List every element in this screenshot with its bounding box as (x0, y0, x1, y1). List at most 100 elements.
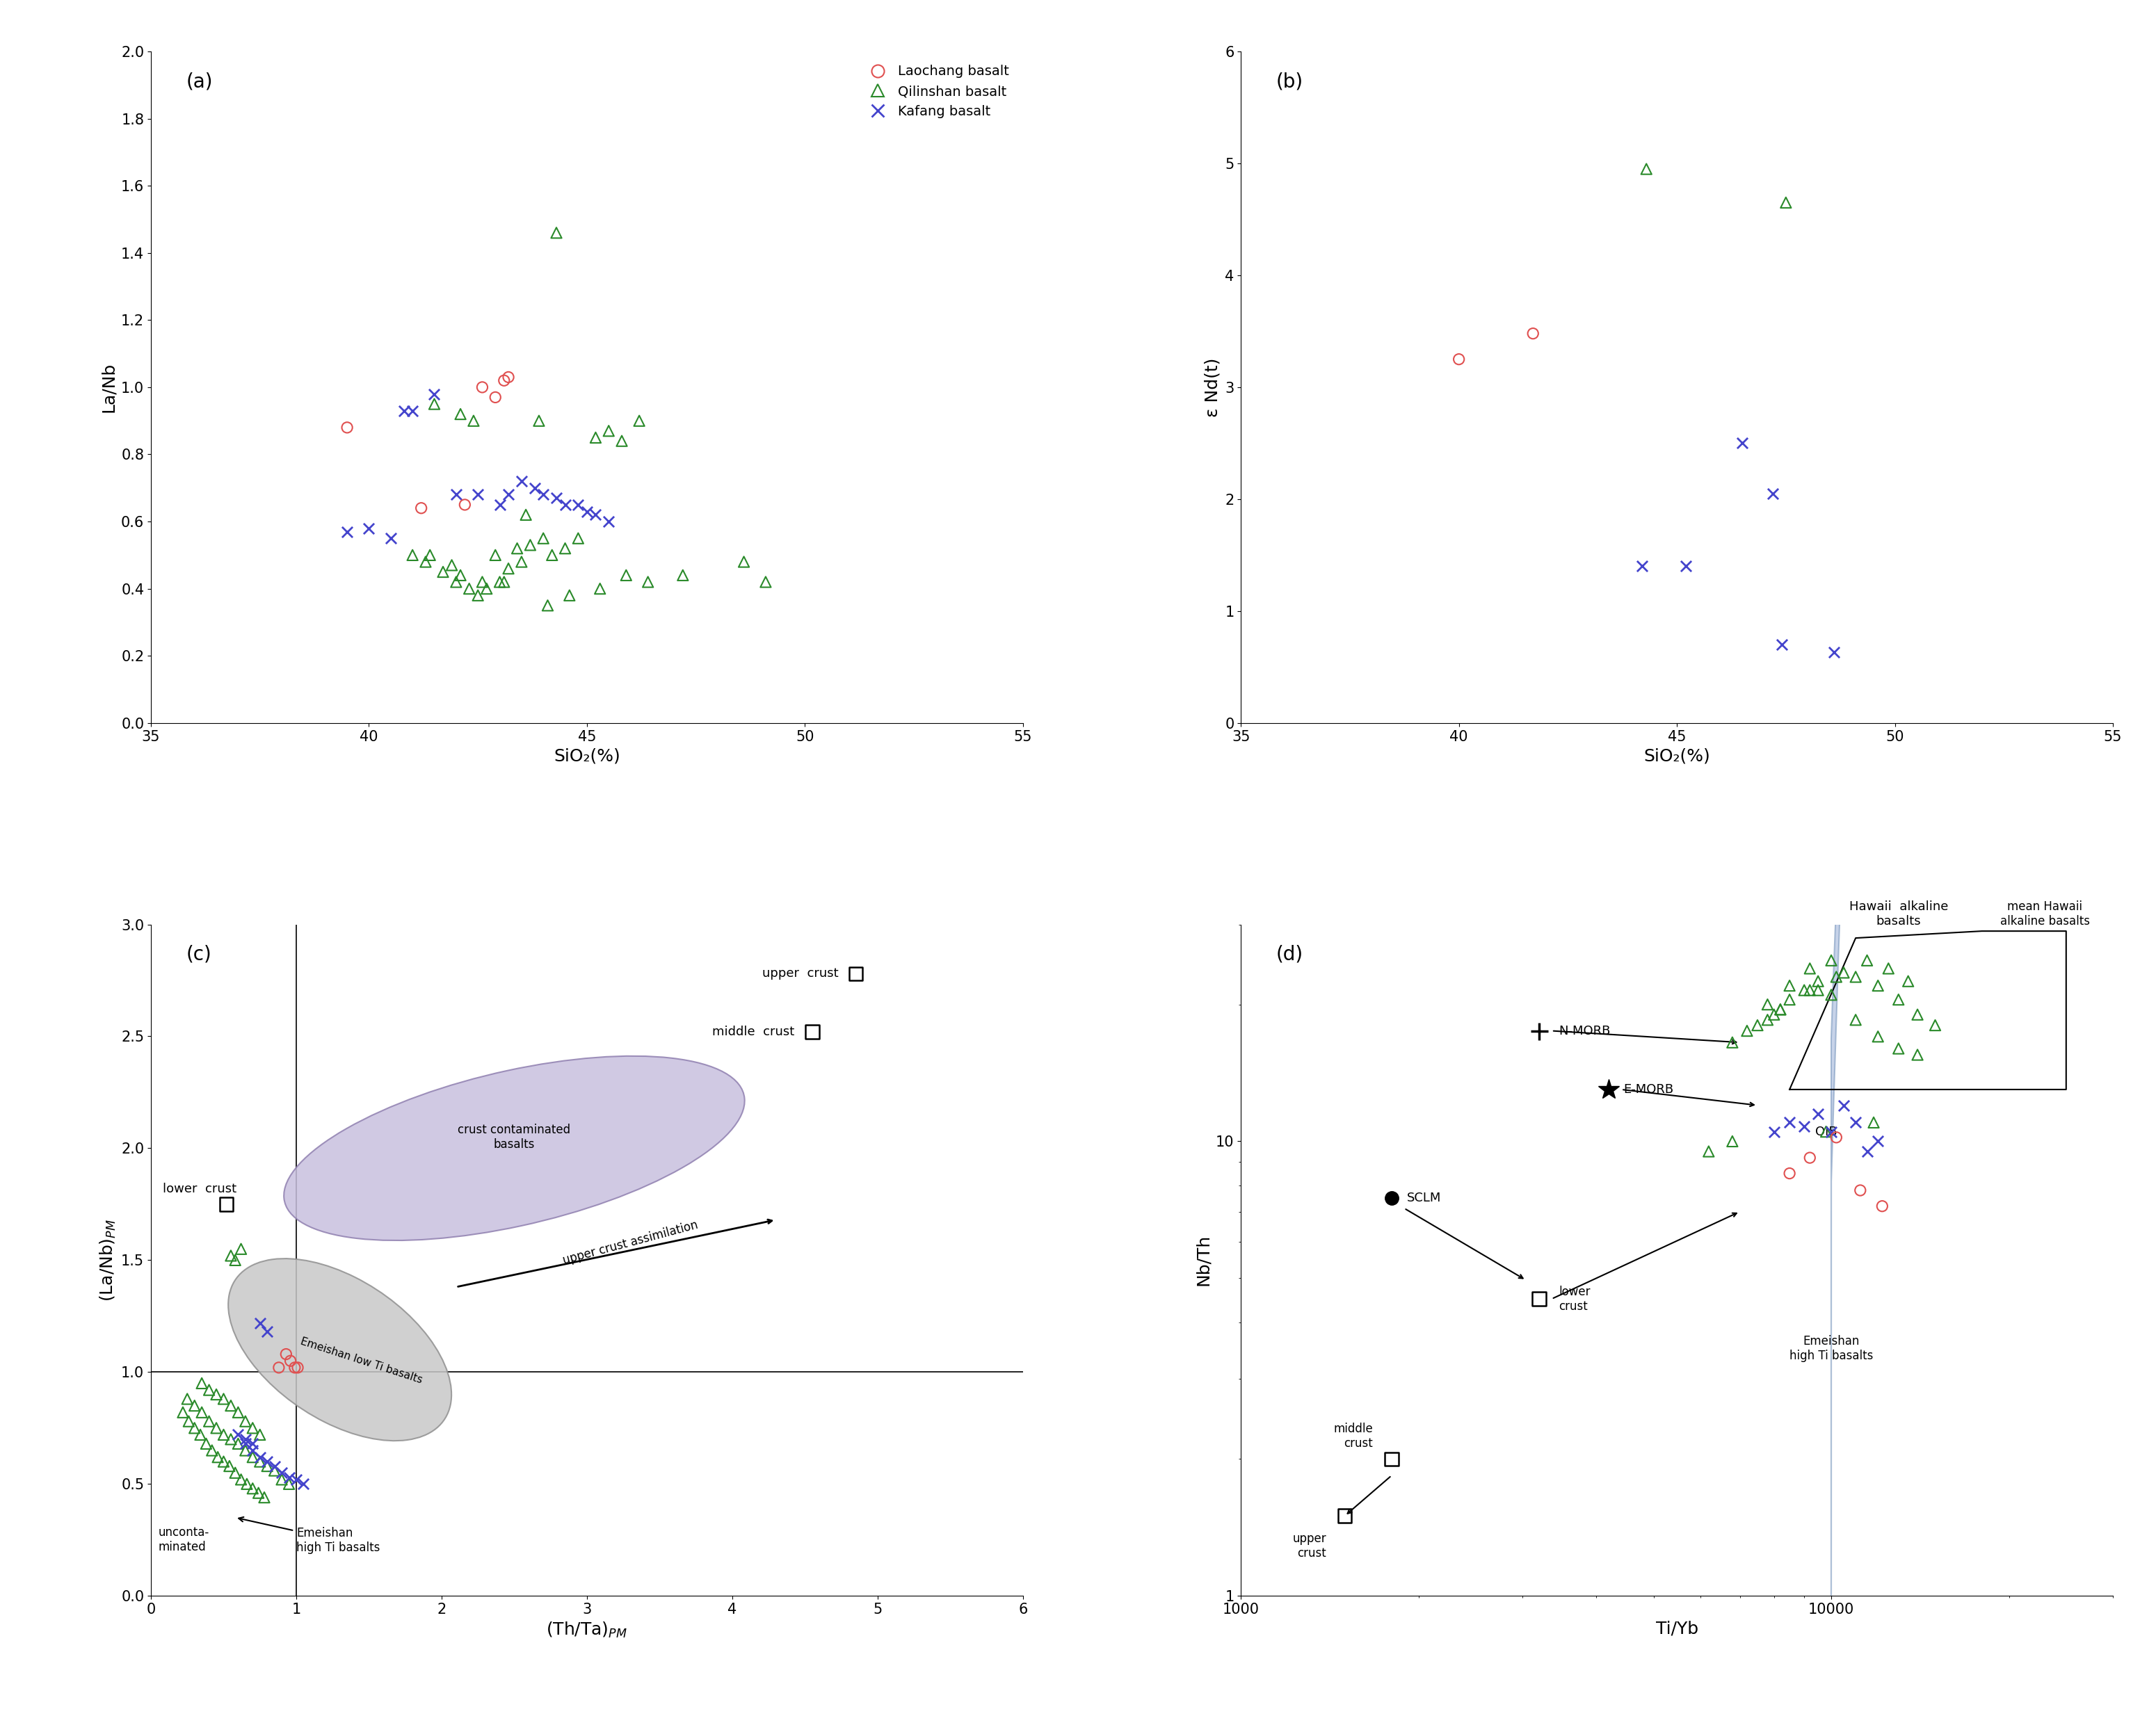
Point (224, 1465, 259, 1493)
Point (509, 501, 543, 529)
Text: middle  crust: middle crust (711, 1026, 796, 1038)
Point (461, 582, 496, 609)
Point (229, 1407, 263, 1435)
Point (1764, 995, 1798, 1023)
Point (209, 1191, 244, 1218)
Point (1626, 553, 1660, 580)
Point (517, 474, 552, 501)
X-axis label: SiO₂(%): SiO₂(%) (554, 748, 621, 764)
Point (395, 396, 429, 424)
Point (1809, 1117, 1843, 1145)
Point (1839, 963, 1874, 990)
Point (280, 1354, 315, 1381)
Point (1813, 982, 1848, 1009)
Point (448, 491, 483, 518)
Point (436, 551, 470, 578)
Ellipse shape (229, 1258, 451, 1441)
Point (578, 501, 612, 529)
Point (244, 1421, 278, 1448)
Point (241, 1479, 276, 1507)
Point (530, 592, 565, 619)
Text: SCLM: SCLM (1406, 1193, 1440, 1205)
Point (192, 1407, 226, 1435)
Point (213, 1426, 248, 1453)
Y-axis label: La/Nb: La/Nb (101, 362, 116, 412)
Ellipse shape (1705, 70, 1915, 1716)
Point (278, 1354, 313, 1381)
Text: upper  crust: upper crust (761, 968, 839, 980)
Text: lower  crust: lower crust (162, 1182, 237, 1196)
Point (425, 558, 459, 585)
Point (444, 400, 479, 427)
Point (569, 498, 604, 525)
Point (1820, 1124, 1854, 1151)
Point (213, 1242, 248, 1270)
Point (1800, 976, 1835, 1004)
Point (1516, 319, 1550, 347)
Point (748, 568, 783, 595)
Point (500, 535, 535, 563)
Point (1843, 1177, 1878, 1205)
Point (492, 480, 526, 508)
Point (440, 480, 474, 508)
Point (548, 491, 582, 518)
Point (461, 480, 496, 508)
X-axis label: SiO₂(%): SiO₂(%) (1643, 748, 1710, 764)
Point (220, 1399, 254, 1426)
Point (250, 1318, 285, 1345)
Point (487, 568, 522, 595)
Point (1792, 954, 1826, 982)
Text: OIB: OIB (1815, 1126, 1837, 1138)
Point (470, 575, 505, 602)
Text: N-MORB: N-MORB (1559, 1024, 1611, 1036)
Point (608, 561, 642, 589)
Point (229, 1426, 263, 1453)
Point (1856, 1109, 1891, 1136)
Point (561, 525, 595, 553)
Text: Hawaii  alkaline
basalts: Hawaii alkaline basalts (1850, 901, 1949, 928)
Point (220, 1429, 254, 1457)
Point (1751, 990, 1785, 1018)
Point (407, 547, 442, 575)
Point (1871, 954, 1906, 982)
Point (552, 582, 586, 609)
Point (1820, 963, 1854, 990)
Text: middle
crust: middle crust (1335, 1423, 1373, 1450)
Point (582, 575, 617, 602)
Point (416, 390, 451, 417)
Point (561, 491, 595, 518)
Point (839, 959, 873, 987)
Point (1800, 1100, 1835, 1127)
Point (548, 535, 582, 563)
Point (1692, 1138, 1727, 1165)
Point (198, 1414, 233, 1441)
Point (170, 1385, 205, 1412)
Point (235, 1429, 270, 1457)
Point (666, 561, 701, 589)
Point (444, 561, 479, 589)
Point (479, 384, 513, 412)
Point (1772, 1109, 1807, 1136)
Legend: Laochang basalt, Qilinshan basalt, Kafang basalt: Laochang basalt, Qilinshan basalt, Kafan… (858, 58, 1015, 125)
Text: E-MORB: E-MORB (1623, 1083, 1673, 1097)
Text: (c): (c) (185, 944, 211, 964)
Text: (d): (d) (1276, 944, 1302, 964)
Point (1861, 971, 1895, 999)
Point (1764, 995, 1798, 1023)
Point (1757, 1117, 1792, 1145)
Point (1919, 1011, 1953, 1038)
Point (539, 484, 573, 511)
Point (1826, 959, 1861, 987)
Point (1716, 1127, 1751, 1155)
Point (1899, 1000, 1934, 1028)
Point (248, 1484, 282, 1512)
Point (412, 541, 446, 568)
Point (198, 1381, 233, 1409)
Point (190, 1429, 224, 1457)
Point (218, 1246, 252, 1273)
Point (466, 568, 500, 595)
Point (604, 427, 638, 455)
Point (483, 568, 517, 595)
Point (1725, 429, 1759, 456)
Text: unconta-
minated: unconta- minated (157, 1527, 209, 1553)
